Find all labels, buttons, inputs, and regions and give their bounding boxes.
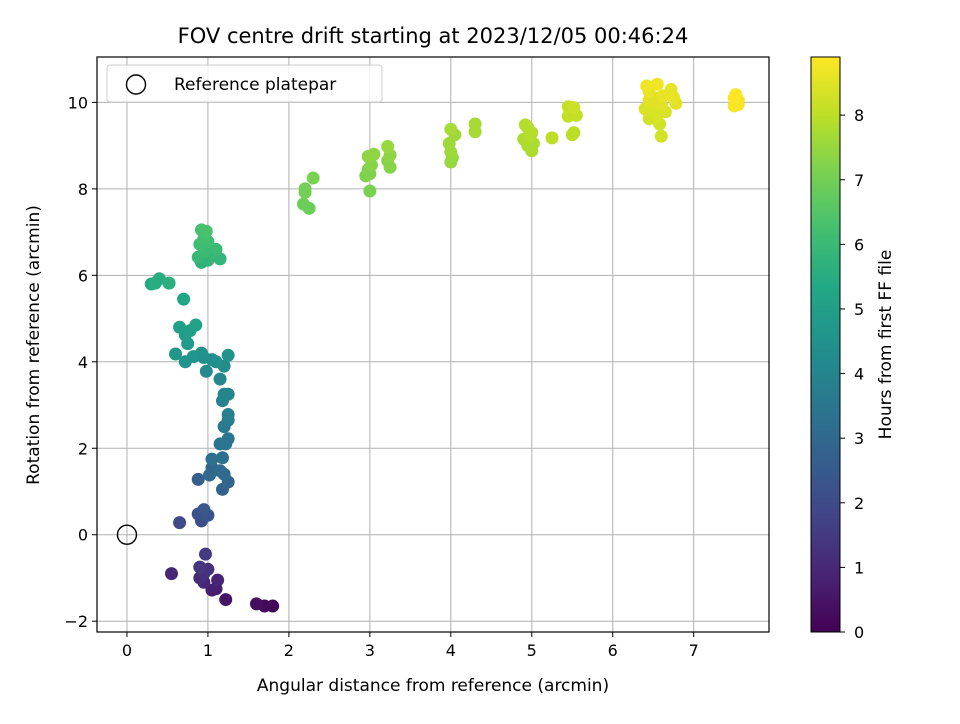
y-tick-label: 8 <box>78 180 88 199</box>
data-point <box>173 320 187 334</box>
colorbar-ticks: 0 1 2 3 4 5 6 7 8 <box>840 106 864 642</box>
plot-frame <box>96 56 770 633</box>
data-point <box>298 182 312 196</box>
y-tick-label: 6 <box>78 266 88 285</box>
data-point <box>221 348 235 362</box>
colorbar: 0 1 2 3 4 5 6 7 8 Hours from first FF file <box>810 56 896 642</box>
colorbar-tick-label: 3 <box>854 429 864 448</box>
data-point <box>215 451 229 465</box>
data-point <box>640 79 654 93</box>
y-tick-label: −2 <box>64 612 88 631</box>
y-tick-label: 0 <box>78 526 88 545</box>
data-point <box>205 583 219 597</box>
data-point <box>191 472 205 486</box>
data-point <box>567 101 581 115</box>
data-point <box>177 292 191 306</box>
colorbar-gradient <box>810 56 841 633</box>
data-point <box>162 276 176 290</box>
data-point <box>198 547 212 561</box>
data-point <box>650 77 664 91</box>
data-point <box>164 567 178 581</box>
colorbar-tick-label: 7 <box>854 171 864 190</box>
colorbar-label: Hours from first FF file <box>876 250 896 440</box>
data-point <box>205 452 219 466</box>
data-point <box>152 272 166 286</box>
legend-box <box>106 64 383 103</box>
data-point <box>193 560 207 574</box>
data-point <box>199 224 213 238</box>
data-point <box>197 503 211 517</box>
data-point <box>306 171 320 185</box>
legend-label-reference: Reference platepar <box>174 75 336 95</box>
chart-title: FOV centre drift starting at 2023/12/05 … <box>178 24 689 48</box>
data-point <box>189 318 203 332</box>
reference-point-marker <box>116 524 138 545</box>
data-point <box>664 82 678 96</box>
data-point <box>217 467 231 481</box>
data-point <box>209 242 223 256</box>
colorbar-tick-label: 1 <box>854 558 864 577</box>
data-point <box>249 597 263 611</box>
data-point <box>518 118 532 132</box>
x-axis-ticks: 0 1 2 3 4 5 6 7 <box>122 632 699 660</box>
data-point <box>178 355 192 369</box>
x-tick-label: 1 <box>203 641 213 660</box>
x-tick-label: 5 <box>527 641 537 660</box>
data-point <box>654 129 668 143</box>
x-axis-label: Angular distance from reference (arcmin) <box>257 676 609 696</box>
data-point <box>221 432 235 446</box>
colorbar-tick-label: 4 <box>854 365 864 384</box>
colorbar-tick-label: 6 <box>854 235 864 254</box>
x-tick-label: 0 <box>122 641 132 660</box>
data-point <box>211 573 225 587</box>
data-point <box>213 372 227 386</box>
data-point <box>729 88 743 102</box>
data-point <box>363 184 377 198</box>
data-point <box>209 355 223 369</box>
colorbar-tick-label: 0 <box>854 623 864 642</box>
grid-lines <box>97 57 769 632</box>
y-tick-label: 10 <box>68 93 88 112</box>
colorbar-tick-label: 5 <box>854 300 864 319</box>
data-point <box>221 387 235 401</box>
data-point <box>381 139 395 153</box>
colorbar-tick-label: 2 <box>854 494 864 513</box>
y-axis-ticks: −2 0 2 4 6 8 10 <box>64 93 97 631</box>
data-point <box>221 408 235 422</box>
data-point <box>169 347 183 361</box>
x-tick-label: 2 <box>284 641 294 660</box>
data-point <box>199 364 213 378</box>
legend-reference-icon <box>125 74 147 95</box>
y-tick-label: 2 <box>78 439 88 458</box>
data-point <box>219 593 233 607</box>
y-axis-label: Rotation from reference (arcmin) <box>24 205 44 485</box>
data-point <box>173 516 187 530</box>
x-tick-label: 3 <box>365 641 375 660</box>
legend: Reference platepar <box>106 64 383 103</box>
x-tick-label: 4 <box>446 641 456 660</box>
colorbar-tick-label: 8 <box>854 106 864 125</box>
x-tick-label: 6 <box>608 641 618 660</box>
data-point <box>468 117 482 131</box>
y-tick-label: 4 <box>78 353 88 372</box>
data-point <box>302 201 316 215</box>
data-point <box>367 147 381 161</box>
data-points <box>144 77 745 613</box>
x-tick-label: 7 <box>689 641 699 660</box>
data-point <box>444 122 458 136</box>
data-point <box>545 131 559 145</box>
data-point <box>567 126 581 140</box>
